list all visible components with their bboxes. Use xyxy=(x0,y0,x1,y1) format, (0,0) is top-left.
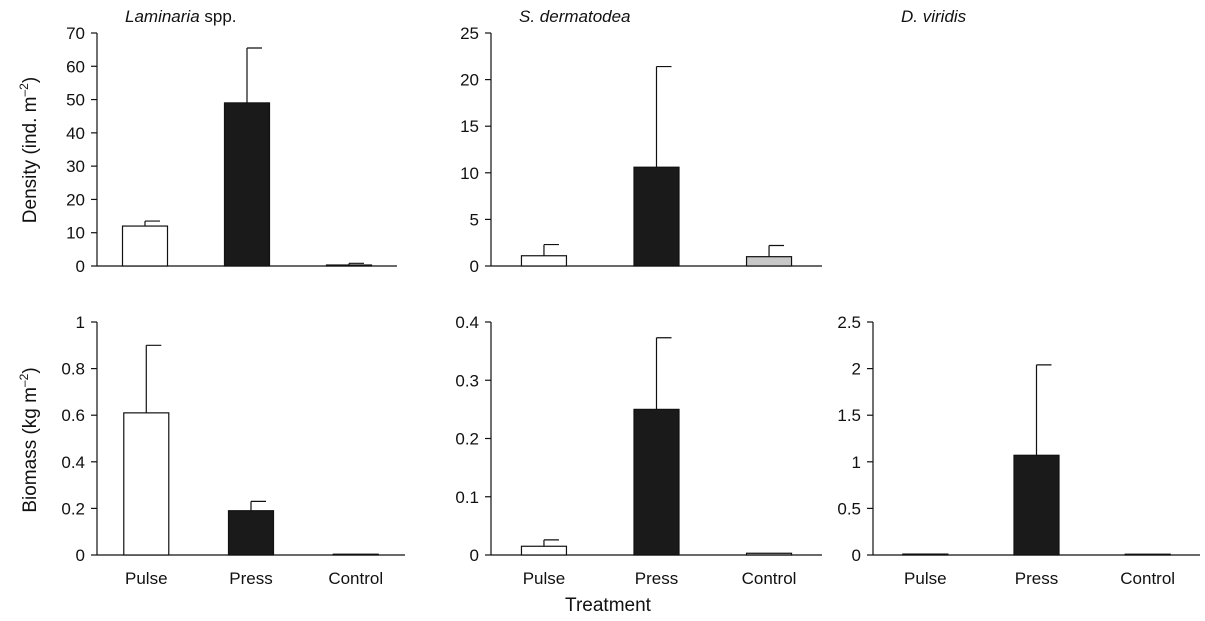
y-tick-label: 1.5 xyxy=(837,406,861,425)
y-tick-label: 0 xyxy=(76,546,85,565)
y-tick-label: 20 xyxy=(460,71,479,90)
y-tick-label: 15 xyxy=(460,117,479,136)
category-label: Control xyxy=(742,569,797,588)
panel-title: Laminaria spp. xyxy=(125,7,237,26)
category-label: Pulse xyxy=(904,569,947,588)
y-tick-label: 20 xyxy=(66,190,85,209)
error-bar xyxy=(1035,364,1052,456)
bar-press xyxy=(1013,454,1060,556)
bar-pulse xyxy=(902,553,949,556)
y-tick-label: 70 xyxy=(66,24,85,43)
category-label: Pulse xyxy=(523,569,566,588)
bar-press xyxy=(633,166,680,267)
error-bar xyxy=(145,344,162,413)
y-tick-label: 10 xyxy=(460,164,479,183)
category-label: Pulse xyxy=(125,569,168,588)
error-bar xyxy=(543,539,559,547)
y-tick-label: 2.5 xyxy=(837,313,861,332)
y-tick-label: 50 xyxy=(66,91,85,110)
category-label: Press xyxy=(229,569,272,588)
panel-title: S. dermatodea xyxy=(519,7,631,26)
bar-press xyxy=(227,510,275,556)
error-bar xyxy=(348,262,364,266)
y-tick-label: 25 xyxy=(460,24,479,43)
chart-panel-2: 0 5 10 15 20 25 S. dermatodea xyxy=(460,7,822,276)
y-tick-label: 0 xyxy=(76,257,85,276)
y-axis-title-density: Density (ind. m–2) xyxy=(17,77,41,223)
bar-control xyxy=(332,553,379,556)
bar-press xyxy=(223,102,271,267)
y-tick-label: 0 xyxy=(852,546,861,565)
bar-control xyxy=(745,256,793,267)
y-tick-label: 5 xyxy=(470,210,479,229)
error-bar xyxy=(246,47,262,103)
bar-press xyxy=(633,408,680,556)
y-tick-label: 0.2 xyxy=(455,430,479,449)
category-label: Press xyxy=(635,569,678,588)
y-tick-label: 0.5 xyxy=(837,499,861,518)
y-tick-label: 0.6 xyxy=(61,406,85,425)
error-bar xyxy=(144,220,160,227)
bar-pulse xyxy=(520,545,568,556)
chart-panel-1: 0 10 20 30 40 50 60 70 Laminaria spp. xyxy=(66,7,397,276)
y-tick-label: 10 xyxy=(66,224,85,243)
bar-pulse xyxy=(520,255,568,267)
category-label: Control xyxy=(328,569,383,588)
y-tick-label: 60 xyxy=(66,57,85,76)
y-tick-label: 40 xyxy=(66,124,85,143)
chart-panel-3: 0 0.2 0.4 0.6 0.8 1 Pulse Press Control xyxy=(61,313,405,588)
y-tick-label: 0 xyxy=(470,546,479,565)
y-tick-label: 0.4 xyxy=(455,313,479,332)
y-tick-label: 2 xyxy=(852,360,861,379)
bar-control xyxy=(325,264,373,267)
y-tick-label: 0.4 xyxy=(61,453,85,472)
bar-pulse xyxy=(121,225,169,267)
error-bar xyxy=(250,500,266,511)
bar-pulse xyxy=(123,412,170,556)
chart-panel-5: 0 0.5 1 1.5 2 2.5 D. viridis Pulse Press Control xyxy=(837,7,1200,588)
y-tick-label: 1 xyxy=(76,313,85,332)
y-tick-label: 1 xyxy=(852,453,861,472)
category-label: Control xyxy=(1120,569,1175,588)
bar-control xyxy=(1124,553,1171,556)
x-axis-title: Treatment xyxy=(565,595,652,616)
chart-panel-4: 0 0.1 0.2 0.3 0.4 Pulse Press Control xyxy=(455,313,822,588)
error-bar xyxy=(768,244,785,257)
error-bar xyxy=(655,65,672,168)
error-bar xyxy=(655,337,672,410)
category-label: Press xyxy=(1015,569,1058,588)
y-tick-label: 0 xyxy=(470,257,479,276)
bar-control xyxy=(745,552,793,556)
y-tick-label: 0.1 xyxy=(455,488,479,507)
y-tick-label: 0.2 xyxy=(61,499,85,518)
error-bar xyxy=(543,243,559,256)
y-axis-title-biomass: Biomass (kg m–2) xyxy=(17,367,41,512)
y-tick-label: 0.3 xyxy=(455,371,479,390)
y-tick-label: 0.8 xyxy=(61,360,85,379)
y-tick-label: 30 xyxy=(66,157,85,176)
panel-title: D. viridis xyxy=(901,7,967,26)
